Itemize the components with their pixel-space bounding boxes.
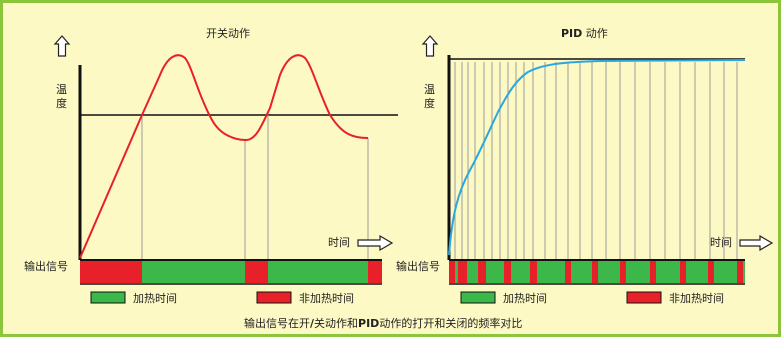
pid-panel: PID 动作 温 度 时间 输出信号	[396, 27, 774, 285]
pid-bar-pulse	[680, 261, 686, 283]
caption: 输出信号在开/关动作和PID动作的打开和关闭的频率对比	[244, 316, 522, 330]
pid-bar-pulse	[530, 261, 537, 283]
pid-guides	[454, 62, 738, 260]
onoff-ylabel-1: 温	[56, 83, 67, 96]
pid-bar-pulse	[478, 261, 486, 283]
legend-nonheating-swatch-2	[626, 291, 662, 304]
onoff-bar-on-2	[245, 261, 268, 283]
onoff-panel: 开关动作 温 度 时间 输出信号	[24, 26, 398, 285]
legend-nonheating-swatch	[256, 291, 292, 304]
pid-ylabel-2: 度	[424, 96, 435, 110]
pid-temperature-curve	[448, 59, 746, 256]
pid-bar-pulse	[449, 261, 455, 283]
pid-bar-pulse	[708, 261, 714, 283]
onoff-time-arrow-icon	[357, 234, 394, 252]
pid-bar-pulse	[592, 261, 598, 283]
legend-nonheating-label-2: 非加热时间	[669, 292, 724, 305]
onoff-title: 开关动作	[206, 26, 250, 40]
pid-signal-bar	[449, 261, 745, 283]
caption-pid: PID	[358, 317, 379, 330]
caption-slash: /	[310, 317, 315, 330]
onoff-temperature-curve	[79, 54, 369, 259]
pid-title-rest: 动作	[582, 27, 608, 40]
onoff-signal-bar	[80, 259, 382, 285]
legend-nonheating-label: 非加热时间	[299, 292, 354, 305]
pid-bar-pulse	[620, 261, 626, 283]
temp-up-arrow-icon	[53, 35, 71, 57]
pid-bar-pulse	[458, 261, 467, 283]
pid-signal-label: 输出信号	[396, 259, 440, 273]
legend-heating-swatch-2	[460, 291, 496, 304]
legend-heating-swatch	[90, 291, 126, 304]
pid-title: PID 动作	[561, 27, 608, 40]
onoff-ylabel-2: 度	[56, 96, 67, 110]
onoff-bar-off-1	[142, 261, 245, 283]
legend-heating-label-2: 加热时间	[503, 292, 547, 305]
pid-bar-pulse	[504, 261, 511, 283]
pid-temp-up-arrow-icon	[421, 35, 439, 57]
onoff-bar-on-1	[80, 261, 142, 283]
legend-right: 加热时间 非加热时间	[460, 291, 724, 305]
pid-ylabel-1: 温	[424, 83, 435, 96]
pid-bar-pulse	[565, 261, 571, 283]
caption-part3: 动作的打开和关闭的频率对比	[379, 316, 522, 330]
onoff-time-label: 时间	[328, 236, 350, 249]
pid-time-label: 时间	[710, 236, 732, 249]
pid-bar-pulse	[650, 261, 656, 283]
pid-time-arrow-icon	[739, 234, 774, 252]
pid-title-bold: PID	[561, 27, 582, 40]
caption-part1: 输出信号在开	[244, 316, 310, 330]
onoff-bar-on-3	[368, 261, 382, 283]
legend-left: 加热时间 非加热时间	[90, 291, 354, 305]
onoff-bar-off-2	[268, 261, 368, 283]
pid-bar-pulse	[737, 261, 743, 283]
caption-part2: 关动作和	[314, 316, 358, 330]
legend-heating-label: 加热时间	[133, 292, 177, 305]
onoff-signal-label: 输出信号	[24, 259, 68, 273]
